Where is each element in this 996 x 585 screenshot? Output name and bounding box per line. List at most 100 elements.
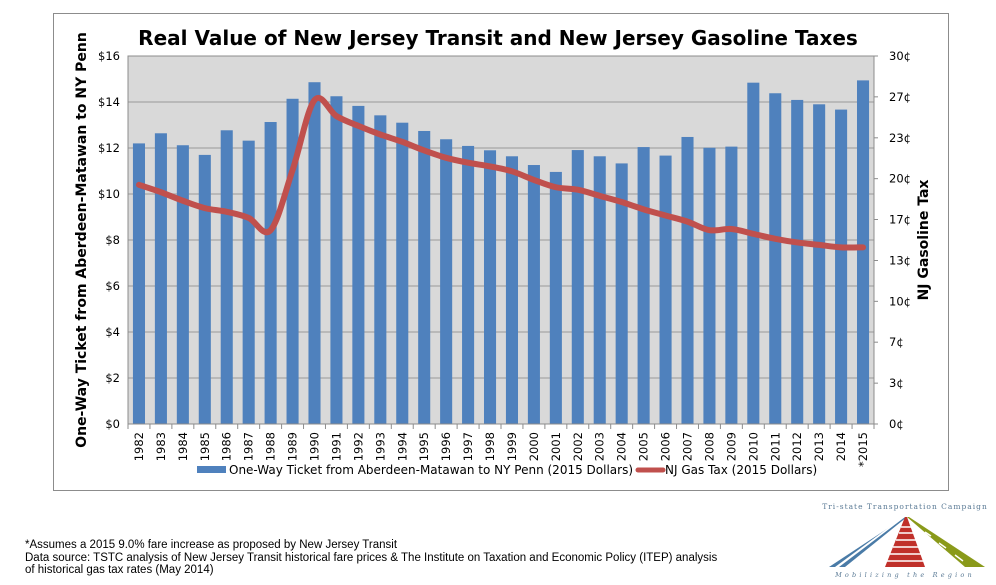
y2-tick-label: 0¢ bbox=[889, 417, 904, 431]
x-tick-label: 2014 bbox=[834, 432, 848, 461]
x-tick-label: 1994 bbox=[395, 432, 409, 461]
y2-tick-label: 10¢ bbox=[889, 294, 911, 308]
x-tick-label: 1982 bbox=[132, 432, 146, 461]
logo-tagline: Mobilizing the Region bbox=[834, 571, 975, 579]
y-tick-label: $14 bbox=[98, 95, 120, 109]
bar-2000 bbox=[527, 165, 540, 424]
x-tick-label: 1985 bbox=[198, 432, 212, 461]
bar-2003 bbox=[593, 156, 606, 424]
bar-2013 bbox=[813, 104, 826, 425]
tstc-logo: Tri-state Transportation Campaign Mobili… bbox=[822, 502, 988, 579]
y2-axis-ticks: 0¢ 3¢ 7¢ 10¢ 13¢ 17¢ 20¢ 23¢ 27¢ 30¢ bbox=[874, 49, 911, 431]
x-tick-label: 2001 bbox=[549, 432, 563, 461]
footnotes: *Assumes a 2015 9.0% fare increase as pr… bbox=[25, 539, 717, 577]
x-tick-label: 1988 bbox=[264, 432, 278, 461]
y2-tick-label: 17¢ bbox=[889, 213, 911, 227]
x-tick-label: 2008 bbox=[702, 432, 716, 461]
bar-1986 bbox=[220, 130, 233, 425]
bar-2001 bbox=[549, 171, 562, 424]
bar-2002 bbox=[571, 150, 584, 424]
y2-tick-label: 7¢ bbox=[889, 335, 904, 349]
x-tick-label: 1984 bbox=[176, 432, 190, 461]
y2-tick-label: 30¢ bbox=[889, 49, 911, 63]
y-axis-title: One-Way Ticket from Aberdeen-Matawan to … bbox=[74, 32, 90, 448]
x-tick-label: 2006 bbox=[659, 432, 673, 461]
x-tick-label: 2011 bbox=[768, 432, 782, 461]
bar-2007 bbox=[681, 136, 694, 424]
legend-line-label: NJ Gas Tax (2015 Dollars) bbox=[665, 463, 817, 477]
x-tick-label: 1997 bbox=[461, 432, 475, 461]
bar-1994 bbox=[396, 122, 409, 424]
x-tick-label: 2002 bbox=[571, 432, 585, 461]
bar-2006 bbox=[659, 155, 672, 424]
chart: Real Value of New Jersey Transit and New… bbox=[74, 26, 932, 477]
x-tick-label: 2007 bbox=[681, 432, 695, 461]
bar-2015 bbox=[856, 80, 870, 424]
bar-1993 bbox=[374, 115, 387, 424]
x-tick-label: 1996 bbox=[439, 432, 453, 461]
gas-tax-line bbox=[135, 95, 867, 251]
bar-2011 bbox=[769, 93, 782, 424]
x-tick-label: 2003 bbox=[593, 432, 607, 461]
footnote-source-cont: of historical gas tax rates (May 2014) bbox=[25, 564, 214, 576]
x-tick-label: 1983 bbox=[154, 432, 168, 461]
bar-1984 bbox=[176, 145, 189, 425]
x-axis-ticks: 1982 1983 1984 1985 1986 1987 1988 1989 1990 1991… bbox=[127, 424, 875, 467]
bar-2010 bbox=[747, 82, 760, 425]
legend-bar-swatch bbox=[197, 466, 226, 473]
y2-tick-label: 13¢ bbox=[889, 253, 911, 267]
bar-2014 bbox=[835, 109, 848, 424]
x-tick-label: 2012 bbox=[790, 432, 804, 461]
x-tick-label: 1987 bbox=[242, 432, 256, 461]
legend-bar-label: One-Way Ticket from Aberdeen-Matawan to … bbox=[229, 463, 633, 477]
footnote-assumption: *Assumes a 2015 9.0% fare increase as pr… bbox=[25, 539, 398, 551]
road-icon bbox=[829, 517, 985, 567]
y2-axis-title: NJ Gasoline Tax bbox=[916, 180, 932, 301]
bar-series bbox=[132, 80, 870, 425]
x-tick-label: 1986 bbox=[220, 432, 234, 461]
y2-tick-label: 20¢ bbox=[889, 172, 911, 186]
y-tick-label: $10 bbox=[98, 187, 120, 201]
y-tick-label: $8 bbox=[105, 233, 120, 247]
y2-tick-label: 3¢ bbox=[889, 376, 904, 390]
x-tick-label: 2005 bbox=[637, 432, 651, 461]
footnote-source: Data source: TSTC analysis of New Jersey… bbox=[25, 551, 718, 564]
chart-title: Real Value of New Jersey Transit and New… bbox=[138, 26, 858, 50]
bar-2012 bbox=[791, 99, 804, 425]
x-tick-label: 2004 bbox=[615, 432, 629, 461]
bar-1997 bbox=[462, 145, 475, 424]
bar-1988 bbox=[264, 122, 277, 424]
x-tick-label: 2009 bbox=[724, 432, 738, 461]
x-tick-label: 1993 bbox=[373, 432, 387, 461]
x-tick-label: 2000 bbox=[527, 432, 541, 461]
logo-name: Tri-state Transportation Campaign bbox=[822, 502, 988, 511]
bar-1982 bbox=[132, 143, 146, 424]
y-tick-label: $2 bbox=[105, 371, 120, 385]
bar-1985 bbox=[198, 154, 211, 424]
bar-1992 bbox=[352, 105, 365, 424]
y-tick-label: $6 bbox=[105, 279, 120, 293]
y-axis-ticks: $0 $2 $4 $6 $8 $10 $12 $14 $16 bbox=[98, 49, 120, 431]
x-tick-label: *2015 bbox=[856, 432, 870, 467]
bar-1983 bbox=[154, 133, 167, 424]
x-tick-label: 1991 bbox=[329, 432, 343, 461]
y2-tick-label: 27¢ bbox=[889, 90, 911, 104]
x-tick-label: 1990 bbox=[308, 432, 322, 461]
y-tick-label: $16 bbox=[98, 49, 120, 63]
bar-1998 bbox=[483, 150, 497, 425]
bar-2005 bbox=[637, 147, 650, 424]
x-tick-label: 2013 bbox=[812, 432, 826, 461]
bar-1999 bbox=[505, 156, 519, 424]
x-tick-label: 2010 bbox=[746, 432, 760, 461]
bar-1990 bbox=[308, 82, 321, 424]
bar-2008 bbox=[703, 147, 716, 424]
bar-2009 bbox=[725, 146, 738, 424]
bar-1996 bbox=[440, 139, 453, 424]
bar-1991 bbox=[330, 96, 343, 424]
x-tick-label: 1995 bbox=[417, 432, 431, 461]
bar-1987 bbox=[242, 140, 255, 424]
y-tick-label: $4 bbox=[105, 325, 120, 339]
bar-2004 bbox=[615, 163, 628, 424]
x-tick-label: 1999 bbox=[505, 432, 519, 461]
x-tick-label: 1989 bbox=[286, 432, 300, 461]
